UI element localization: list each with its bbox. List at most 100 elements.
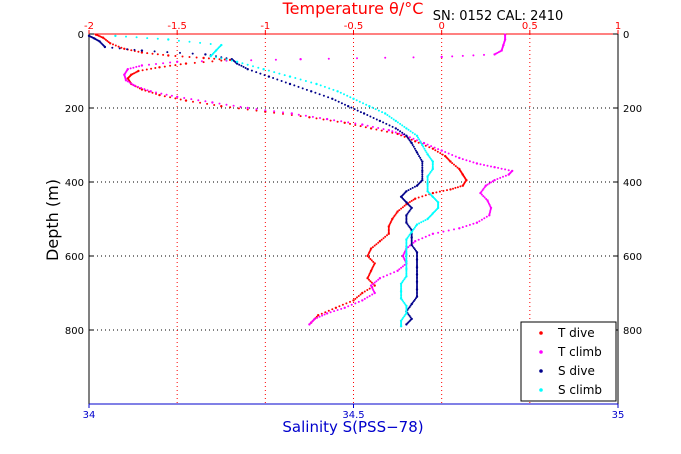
data-point: [130, 49, 133, 52]
data-point: [437, 231, 440, 234]
data-point: [199, 41, 202, 44]
data-point: [424, 149, 427, 152]
temperature-tick-label: 1: [615, 21, 621, 32]
salinity-tick-label: 34.5: [342, 410, 364, 421]
data-point: [167, 38, 170, 41]
data-point: [241, 62, 244, 65]
data-point: [388, 115, 391, 118]
data-point: [278, 72, 281, 75]
data-point: [458, 227, 461, 230]
data-point: [371, 125, 374, 128]
data-point: [195, 56, 198, 59]
data-point: [401, 206, 404, 209]
data-point: [264, 109, 267, 112]
data-point: [386, 114, 389, 116]
data-point: [188, 40, 191, 43]
data-point: [375, 128, 378, 131]
data-point: [368, 287, 371, 290]
data-point: [423, 147, 426, 150]
data-point: [179, 63, 182, 66]
data-point: [412, 228, 415, 230]
data-point: [225, 103, 228, 106]
data-point: [327, 57, 330, 60]
data-point: [478, 220, 481, 223]
data-point: [405, 272, 408, 275]
data-point: [345, 302, 348, 305]
legend-marker: [539, 350, 543, 354]
data-point: [392, 118, 395, 121]
data-point: [156, 37, 159, 40]
data-point: [388, 124, 391, 127]
data-point: [424, 235, 427, 238]
data-point: [328, 87, 331, 90]
data-point: [435, 191, 438, 194]
data-point: [304, 80, 307, 82]
data-point: [413, 185, 416, 188]
data-point: [489, 211, 491, 214]
data-point: [324, 311, 327, 314]
data-point: [384, 56, 387, 59]
data-point: [416, 267, 418, 270]
data-point: [202, 61, 205, 64]
data-point: [401, 299, 404, 301]
data-point: [406, 223, 409, 226]
data-point: [322, 94, 325, 97]
data-point: [412, 145, 415, 148]
data-point: [504, 174, 507, 177]
data-point: [134, 71, 137, 74]
data-point: [359, 125, 362, 128]
data-point: [177, 39, 180, 42]
data-point: [235, 60, 239, 63]
data-point: [155, 63, 157, 65]
data-point: [361, 299, 364, 302]
depth-tick-label-left: 800: [65, 326, 84, 337]
data-point: [410, 199, 413, 202]
data-point: [128, 81, 131, 84]
data-point: [394, 119, 397, 123]
data-point: [410, 138, 413, 141]
data-point: [381, 111, 384, 114]
data-point: [417, 153, 419, 156]
data-point: [197, 99, 200, 102]
data-point: [250, 69, 253, 72]
data-point: [411, 131, 414, 134]
data-point: [391, 131, 394, 134]
data-point: [276, 78, 279, 81]
data-point: [485, 215, 488, 218]
data-point: [371, 106, 374, 109]
data-point: [190, 98, 193, 101]
data-point: [138, 65, 141, 68]
data-point: [451, 162, 454, 165]
data-point: [405, 247, 408, 250]
data-point: [413, 298, 416, 301]
data-point: [405, 270, 408, 273]
depth-tick-label-left: 200: [65, 104, 84, 115]
data-point: [341, 303, 344, 306]
data-point: [344, 103, 346, 106]
data-point: [176, 95, 179, 99]
data-point: [184, 62, 188, 65]
data-point: [349, 122, 351, 125]
data-point: [420, 158, 423, 161]
data-point: [267, 75, 271, 78]
data-point: [343, 121, 346, 125]
data-point: [209, 43, 212, 45]
chart-title: Temperature θ/°C: [282, 0, 424, 18]
data-point: [135, 36, 138, 39]
data-point: [400, 285, 403, 288]
data-point: [354, 297, 357, 300]
data-point: [352, 299, 355, 302]
data-point: [322, 118, 325, 121]
data-point: [405, 263, 408, 266]
data-point: [416, 291, 418, 294]
data-point: [438, 190, 441, 193]
data-point: [321, 314, 324, 317]
data-point: [416, 252, 418, 255]
data-point: [181, 55, 184, 58]
data-point: [155, 91, 157, 94]
data-point: [409, 188, 412, 190]
data-point: [382, 275, 385, 278]
data-point: [301, 87, 304, 90]
data-point: [415, 184, 419, 187]
data-point: [421, 237, 424, 240]
